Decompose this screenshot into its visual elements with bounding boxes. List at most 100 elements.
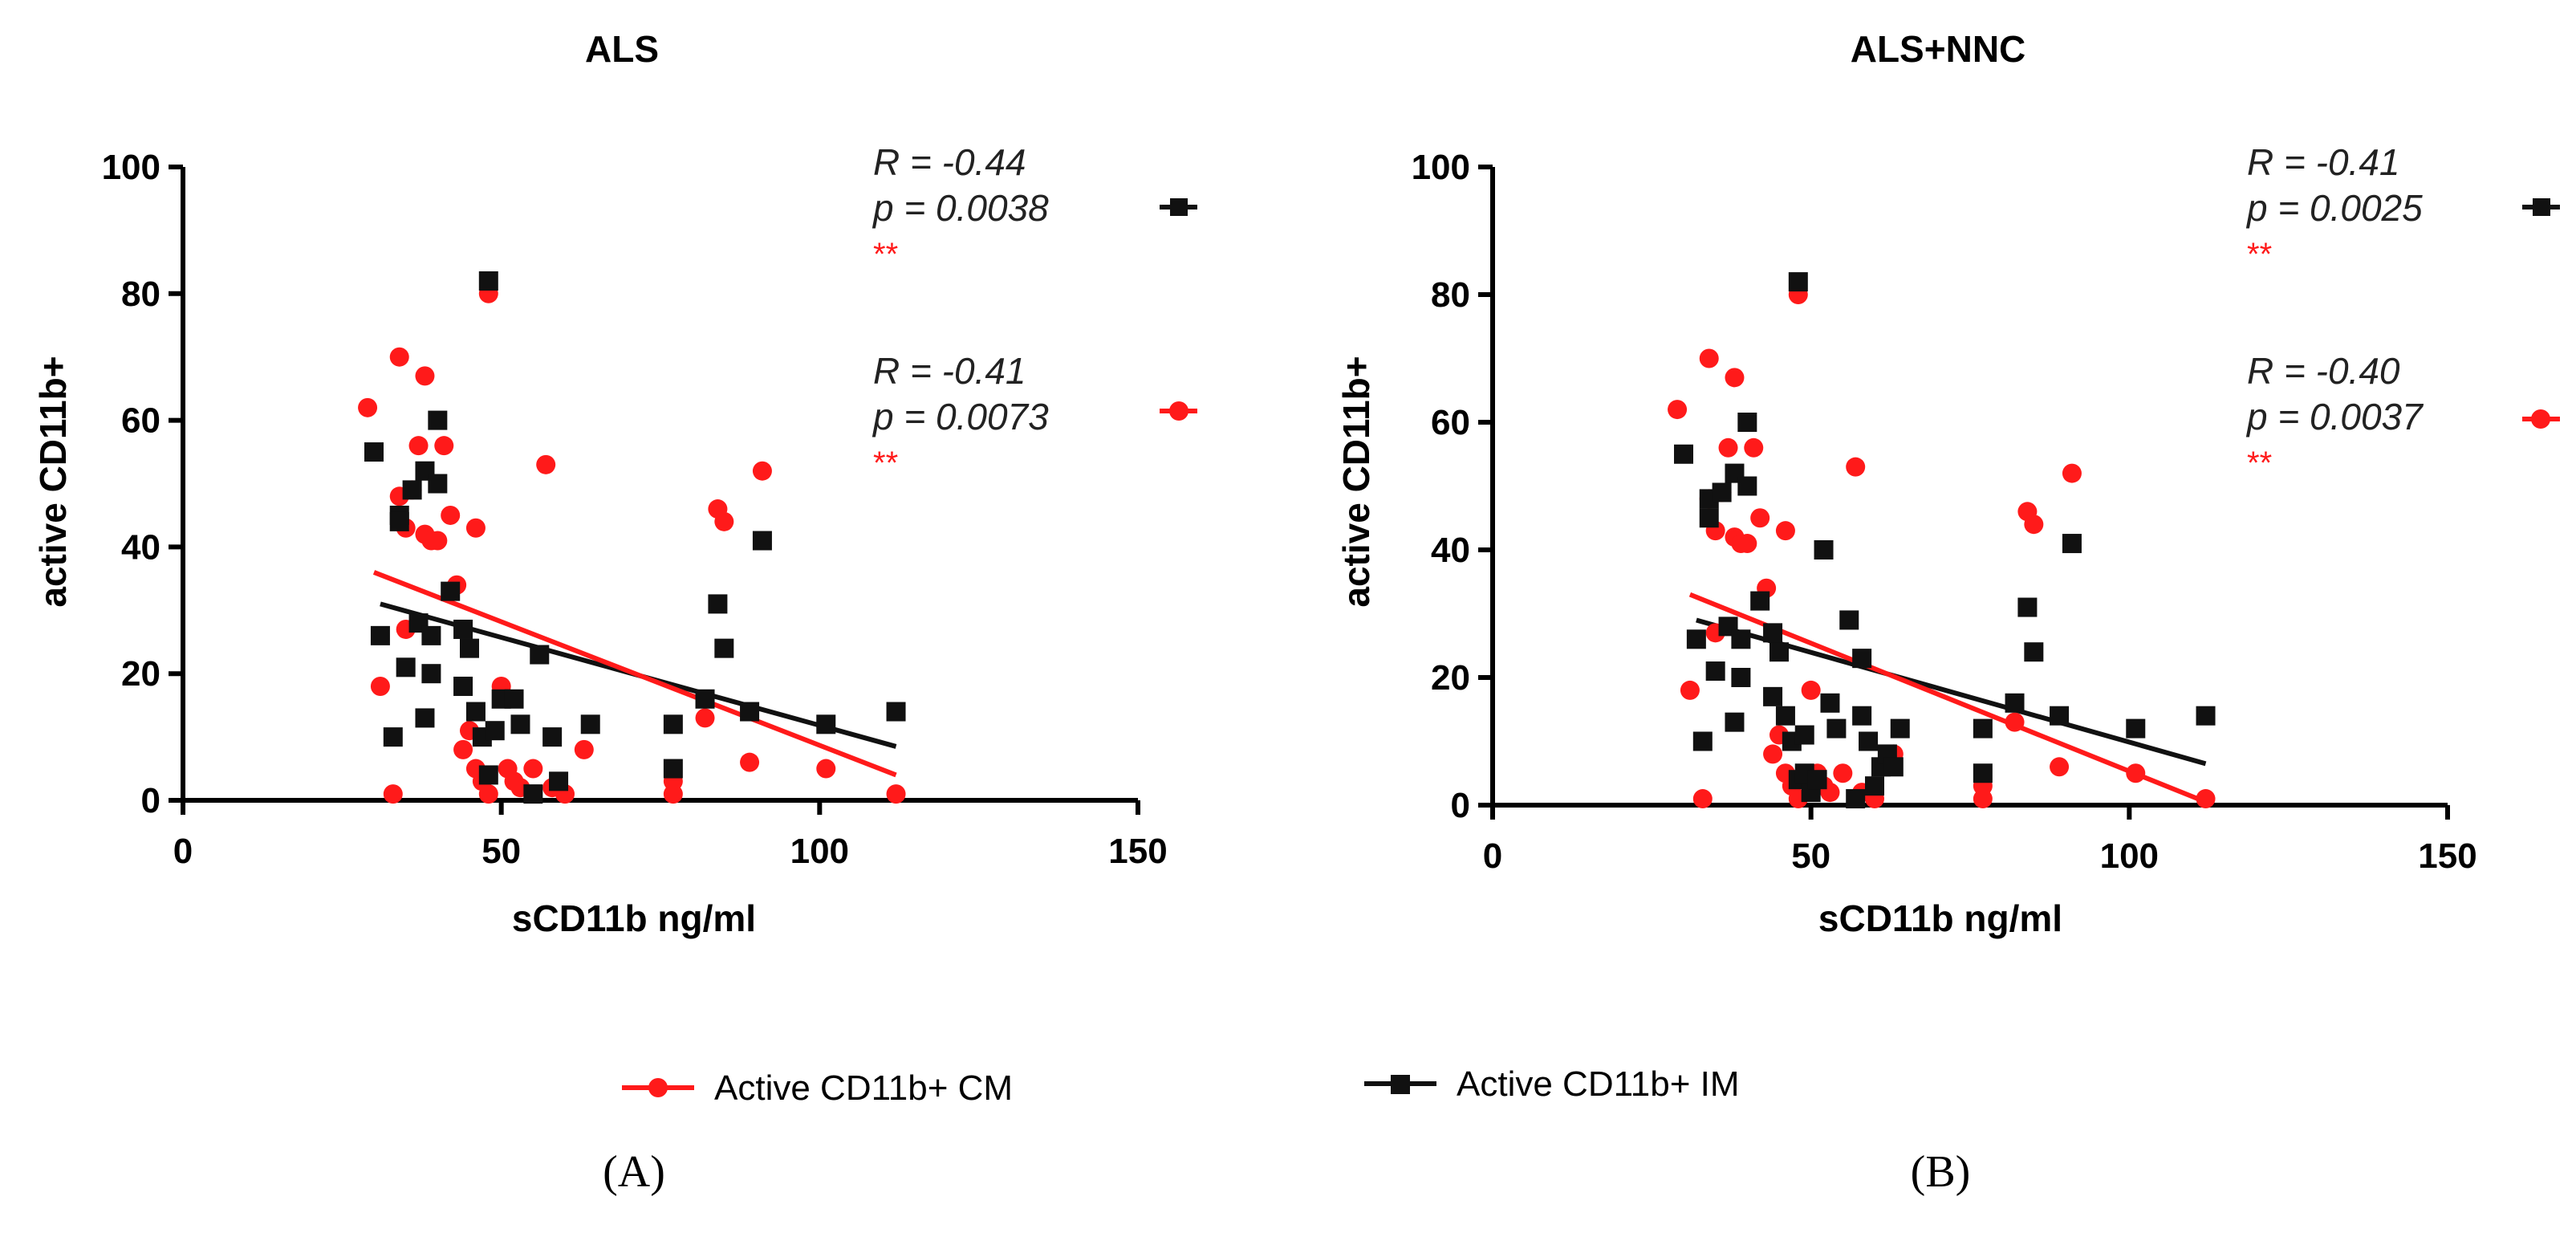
data-point-cm <box>536 454 556 474</box>
y-axis-label: active CD11b+ <box>32 356 74 607</box>
data-point-im <box>460 638 479 658</box>
data-point-cm <box>2005 712 2025 732</box>
data-point-cm <box>2050 757 2070 777</box>
x-tick-label: 150 <box>1108 832 1167 871</box>
data-point-im <box>1775 706 1795 726</box>
data-point-im <box>421 664 441 684</box>
data-point-im <box>542 727 563 747</box>
data-point-im <box>1674 444 1693 464</box>
data-point-im <box>1826 718 1847 739</box>
data-point-cm <box>434 436 454 456</box>
data-point-im <box>1737 476 1757 496</box>
data-point-im <box>1763 686 1783 706</box>
data-point-cm <box>740 752 760 772</box>
stat-r-cm: R = -0.41 <box>873 350 1026 392</box>
legend-marker-cm <box>648 1078 668 1097</box>
y-tick-label: 60 <box>121 401 160 441</box>
data-point-im <box>1846 789 1866 809</box>
data-point-cm <box>886 784 906 804</box>
data-point-cm <box>370 676 390 696</box>
data-point-im <box>396 657 416 678</box>
data-point-im <box>1883 757 1904 777</box>
y-axis-label: active CD11b+ <box>1335 356 1377 607</box>
data-point-im <box>364 442 384 462</box>
data-point-cm <box>389 347 409 367</box>
y-tick-label: 40 <box>1431 531 1470 570</box>
y-tick-label: 20 <box>121 654 160 694</box>
y-tick-label: 100 <box>102 148 160 187</box>
data-point-cm <box>1668 400 1688 420</box>
data-point-cm <box>1775 521 1795 541</box>
data-point-cm <box>453 739 473 759</box>
data-point-im <box>2005 693 2025 713</box>
y-tick-label: 40 <box>121 527 160 567</box>
panel-label: (B) <box>1911 1147 1971 1197</box>
data-point-im <box>1750 591 1770 611</box>
axes-group: 0 20 40 60 80 100 0 50 100 150 <box>102 148 1168 871</box>
x-tick-label: 0 <box>173 832 193 871</box>
legend-item-im: Active CD11b+ IM <box>1364 1064 1740 1104</box>
data-point-im <box>740 702 760 722</box>
data-point-im <box>886 702 906 722</box>
data-point-im <box>2017 597 2038 617</box>
stat-stars-im: ** <box>2247 237 2272 272</box>
panel-b-chart: ALS+NNC active CD11b+ sCD11b ng/ml (B) 0… <box>1335 28 2560 1197</box>
data-point-cm <box>1833 763 1853 783</box>
data-point-im <box>1865 776 1884 796</box>
x-axis-label: sCD11b ng/ml <box>1818 897 2062 939</box>
y-tick-label: 0 <box>141 781 160 820</box>
stats-annotation-group: R = -0.44 p = 0.0038 ** R = -0.41 p = 0.… <box>872 141 1197 481</box>
data-point-im <box>1737 413 1757 432</box>
data-points-group <box>1668 272 2216 809</box>
data-point-im <box>1890 718 1910 739</box>
data-point-im <box>708 594 728 614</box>
data-point-im <box>465 702 486 722</box>
data-point-im <box>510 714 530 734</box>
data-point-cm <box>695 708 715 728</box>
data-point-im <box>1794 725 1814 745</box>
data-point-im <box>504 689 524 709</box>
data-point-im <box>1852 706 1872 726</box>
x-tick-label: 0 <box>1483 836 1502 876</box>
data-point-cm <box>1725 368 1745 388</box>
data-point-cm <box>1750 508 1770 528</box>
data-point-im <box>1859 731 1879 751</box>
data-point-im <box>478 271 498 291</box>
data-point-im <box>485 721 505 741</box>
data-point-im <box>714 638 734 658</box>
data-point-cm <box>1718 437 1738 458</box>
y-tick-label: 100 <box>1412 148 1470 187</box>
data-point-im <box>580 714 600 734</box>
data-point-im <box>478 765 498 785</box>
data-point-im <box>1725 712 1745 732</box>
data-point-im <box>2126 718 2146 739</box>
data-point-cm <box>428 531 448 551</box>
fit-line-cm <box>372 570 897 778</box>
legend-label-im: Active CD11b+ IM <box>1457 1064 1740 1104</box>
data-point-im <box>389 511 409 531</box>
data-point-im <box>663 714 683 734</box>
data-point-cm <box>1846 457 1866 477</box>
data-point-im <box>1731 668 1751 687</box>
y-tick-label: 20 <box>1431 658 1470 698</box>
data-point-im <box>415 708 435 728</box>
stat-r-im: R = -0.44 <box>873 141 1026 183</box>
stat-r-cm: R = -0.40 <box>2247 350 2400 392</box>
data-point-im <box>523 784 543 804</box>
stat-p-cm: p = 0.0037 <box>2245 396 2424 437</box>
data-point-cm <box>1692 789 1713 809</box>
stat-stars-cm: ** <box>2247 446 2272 481</box>
stat-stars-im: ** <box>873 237 898 272</box>
data-point-im <box>695 689 715 709</box>
data-point-im <box>1769 642 1789 662</box>
data-point-im <box>1820 693 1840 713</box>
data-point-im <box>453 676 473 696</box>
stat-p-cm: p = 0.0073 <box>872 396 1049 437</box>
fit-lines-group <box>372 570 897 778</box>
data-point-im <box>530 645 550 665</box>
data-point-cm <box>1737 534 1757 554</box>
y-tick-label: 80 <box>121 275 160 314</box>
data-point-im <box>1731 629 1751 649</box>
data-point-cm <box>2024 515 2044 535</box>
y-tick-label: 80 <box>1431 275 1470 315</box>
